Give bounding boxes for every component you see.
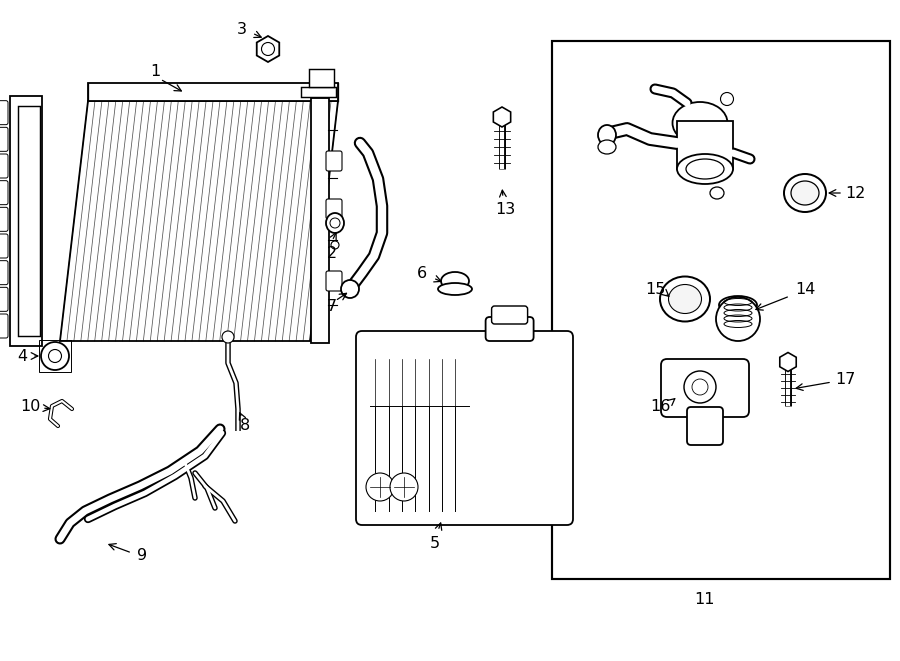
Polygon shape	[88, 83, 338, 101]
Circle shape	[721, 93, 734, 106]
Ellipse shape	[598, 140, 616, 154]
Ellipse shape	[719, 296, 757, 314]
FancyBboxPatch shape	[326, 271, 342, 291]
Ellipse shape	[441, 272, 469, 290]
Ellipse shape	[791, 181, 819, 205]
Text: 8: 8	[240, 418, 250, 434]
Circle shape	[222, 331, 234, 343]
FancyBboxPatch shape	[0, 128, 8, 151]
Text: 4: 4	[17, 348, 27, 364]
Text: 11: 11	[695, 592, 716, 607]
FancyBboxPatch shape	[491, 306, 527, 324]
FancyBboxPatch shape	[326, 151, 342, 171]
Ellipse shape	[331, 241, 339, 249]
Ellipse shape	[669, 284, 701, 313]
Ellipse shape	[672, 102, 727, 144]
Text: 17: 17	[835, 371, 855, 387]
Bar	[552, 41, 890, 579]
FancyBboxPatch shape	[356, 331, 573, 525]
Ellipse shape	[326, 213, 344, 233]
Text: 14: 14	[795, 282, 815, 297]
Text: 16: 16	[650, 399, 670, 414]
Bar	[301, 87, 336, 97]
Polygon shape	[493, 107, 510, 127]
Text: 2: 2	[327, 245, 338, 260]
FancyBboxPatch shape	[0, 208, 8, 231]
Text: 15: 15	[644, 282, 665, 297]
Circle shape	[684, 371, 716, 403]
Bar	[39, 340, 71, 372]
FancyBboxPatch shape	[0, 100, 8, 125]
Circle shape	[41, 342, 69, 370]
Polygon shape	[779, 352, 796, 371]
FancyBboxPatch shape	[0, 234, 8, 258]
Polygon shape	[256, 36, 279, 62]
FancyBboxPatch shape	[0, 288, 8, 311]
Ellipse shape	[660, 276, 710, 321]
Text: 12: 12	[845, 186, 865, 200]
Bar	[10, 96, 42, 346]
FancyBboxPatch shape	[0, 180, 8, 205]
Ellipse shape	[598, 125, 616, 145]
Text: 6: 6	[417, 266, 428, 280]
Ellipse shape	[686, 159, 724, 179]
Circle shape	[716, 297, 760, 341]
Bar	[309, 69, 334, 87]
FancyBboxPatch shape	[0, 154, 8, 178]
Ellipse shape	[784, 174, 826, 212]
Bar	[311, 98, 329, 343]
Ellipse shape	[438, 283, 472, 295]
FancyBboxPatch shape	[0, 260, 8, 285]
Circle shape	[341, 280, 359, 298]
Circle shape	[366, 473, 394, 501]
Ellipse shape	[677, 154, 733, 184]
FancyBboxPatch shape	[687, 407, 723, 445]
FancyBboxPatch shape	[486, 317, 534, 341]
Text: 13: 13	[495, 202, 515, 217]
Text: 1: 1	[150, 63, 160, 79]
Ellipse shape	[710, 187, 724, 199]
Bar	[677, 121, 733, 169]
Circle shape	[390, 473, 418, 501]
FancyBboxPatch shape	[661, 359, 749, 417]
Text: 9: 9	[137, 549, 147, 563]
Text: 3: 3	[237, 22, 247, 36]
Text: 5: 5	[430, 535, 440, 551]
Bar	[18, 106, 40, 336]
Text: 10: 10	[20, 399, 40, 414]
FancyBboxPatch shape	[326, 199, 342, 219]
Text: 7: 7	[327, 299, 338, 313]
FancyBboxPatch shape	[0, 314, 8, 338]
